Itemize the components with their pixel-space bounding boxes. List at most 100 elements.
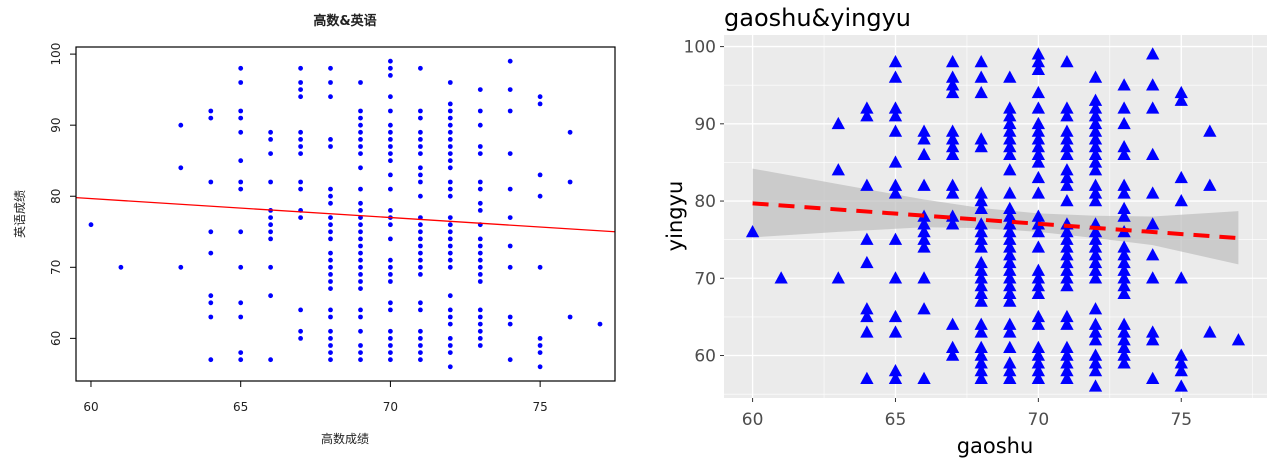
- right-data-point: [888, 155, 903, 168]
- right-data-point: [888, 325, 903, 338]
- left-data-point: [418, 229, 423, 235]
- right-data-point: [888, 101, 903, 114]
- right-data-point: [945, 70, 960, 83]
- left-data-point: [447, 193, 453, 199]
- right-data-point: [1117, 340, 1131, 354]
- right-data-point: [1060, 263, 1074, 276]
- left-data-point: [507, 321, 513, 327]
- left-data-point: [477, 87, 483, 92]
- right-data-point: [888, 178, 903, 191]
- right-data-point: [888, 55, 903, 68]
- left-data-point: [328, 215, 333, 221]
- left-data-point: [328, 200, 333, 206]
- right-data-point: [1003, 263, 1017, 276]
- right-data-point: [860, 371, 874, 384]
- right-data-point: [945, 178, 960, 191]
- right-data-point: [1117, 139, 1131, 153]
- left-data-point: [358, 186, 363, 192]
- left-data-point: [388, 222, 393, 228]
- left-y-tick-label: 100: [49, 43, 63, 66]
- right-data-point: [1146, 78, 1160, 91]
- left-y-tick-label: 70: [49, 260, 63, 275]
- right-data-point: [860, 302, 874, 315]
- right-data-point: [860, 109, 874, 122]
- right-data-point: [974, 279, 988, 292]
- left-data-point: [178, 264, 184, 270]
- left-data-point: [238, 350, 244, 355]
- right-data-point: [974, 263, 988, 276]
- right-data-point: [1060, 317, 1074, 330]
- left-y-tick-label: 90: [49, 118, 63, 133]
- right-data-point: [1031, 340, 1046, 354]
- left-data-point: [268, 215, 273, 221]
- left-data-point: [418, 250, 423, 256]
- right-data-point: [945, 139, 960, 153]
- left-data-point: [537, 364, 543, 370]
- right-data-point: [1003, 371, 1017, 384]
- left-data-point: [477, 243, 483, 249]
- left-data-point: [208, 293, 214, 299]
- left-data-point: [447, 314, 453, 320]
- right-data-point: [1060, 139, 1074, 153]
- left-data-point: [537, 336, 543, 341]
- right-data-point: [1146, 325, 1160, 338]
- left-data-point: [358, 272, 363, 277]
- right-data-point: [1031, 62, 1046, 76]
- right-data-point: [974, 271, 988, 284]
- right-data-point: [1117, 325, 1131, 338]
- right-data-point: [1031, 240, 1046, 253]
- right-data-point: [831, 116, 845, 130]
- right-data-point: [1117, 240, 1131, 253]
- right-data-point: [945, 78, 960, 91]
- right-data-point: [945, 132, 960, 145]
- left-x-tick-label: 65: [233, 400, 248, 414]
- right-data-point: [1003, 132, 1017, 145]
- right-data-point: [1060, 124, 1074, 137]
- left-data-point: [328, 222, 333, 228]
- right-data-point: [1060, 224, 1074, 238]
- right-data-point: [1088, 178, 1103, 191]
- left-data-point: [507, 314, 513, 320]
- left-chart: 高数&英语 60 65 70 75 60 70 80 90 100 高数成绩 英语成绩: [13, 13, 616, 446]
- right-data-point: [1088, 379, 1103, 392]
- left-data-point: [537, 350, 543, 355]
- right-data-point: [1003, 124, 1017, 137]
- left-data-point: [328, 336, 333, 341]
- left-data-point: [477, 264, 483, 270]
- left-data-point: [328, 193, 333, 199]
- right-data-point: [945, 217, 960, 230]
- right-data-point: [1174, 93, 1188, 106]
- left-data-point: [388, 94, 393, 100]
- left-data-point: [477, 314, 483, 320]
- left-data-point: [477, 108, 483, 114]
- left-data-point: [298, 94, 303, 100]
- right-data-point: [1003, 147, 1017, 160]
- left-data-point: [358, 350, 363, 355]
- right-data-point: [1117, 286, 1131, 299]
- right-data-point: [945, 340, 960, 354]
- right-data-point: [1031, 101, 1046, 114]
- right-data-point: [1088, 139, 1103, 153]
- right-data-point: [1060, 255, 1074, 269]
- right-data-point: [888, 186, 903, 199]
- right-data-point: [1203, 325, 1217, 338]
- right-data-point: [1088, 70, 1103, 83]
- left-data-point: [328, 328, 333, 334]
- left-data-point: [358, 357, 363, 363]
- left-data-point: [447, 321, 453, 327]
- left-data-point: [418, 193, 423, 199]
- left-data-point: [238, 300, 244, 306]
- left-data-point: [388, 137, 393, 142]
- right-data-point: [1031, 47, 1046, 60]
- right-data-point: [1174, 356, 1188, 369]
- right-data-point: [917, 302, 931, 315]
- right-data-point: [917, 371, 931, 384]
- right-data-point: [1060, 178, 1074, 191]
- right-data-point: [1117, 116, 1131, 130]
- right-data-point: [1060, 279, 1074, 292]
- left-y-axis: 60 70 80 90 100: [49, 43, 76, 346]
- left-data-point: [208, 179, 214, 185]
- left-data-point: [358, 257, 363, 263]
- left-points: [88, 58, 603, 370]
- right-data-point: [1031, 186, 1046, 199]
